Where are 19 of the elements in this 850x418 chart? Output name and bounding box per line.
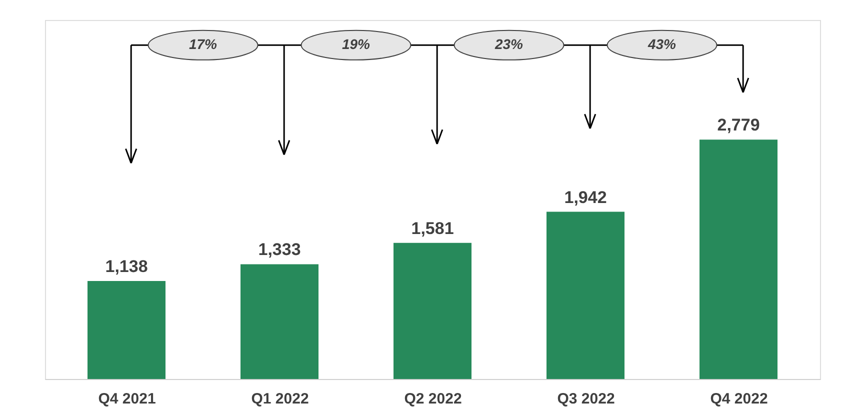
- x-tick-label: Q3 2022: [557, 390, 615, 408]
- x-tick-label: Q2 2022: [404, 390, 462, 408]
- bar: [394, 242, 472, 379]
- data-label: 1,333: [258, 240, 301, 260]
- bar: [240, 264, 318, 379]
- bar: [88, 280, 166, 379]
- data-label: 1,581: [411, 218, 454, 238]
- data-label: 1,942: [564, 188, 607, 207]
- text: 23%: [494, 36, 524, 52]
- text: 17%: [188, 36, 218, 52]
- bar: [700, 140, 778, 379]
- data-label: 1,138: [105, 256, 148, 276]
- text: 19%: [342, 36, 371, 52]
- x-tick-label: Q1 2022: [251, 390, 309, 408]
- data-label: 2,779: [717, 116, 760, 135]
- x-tick-label: Q4 2021: [98, 390, 156, 408]
- text: 43%: [646, 36, 677, 52]
- x-tick-label: Q4 2022: [710, 390, 768, 408]
- bar: [546, 212, 624, 379]
